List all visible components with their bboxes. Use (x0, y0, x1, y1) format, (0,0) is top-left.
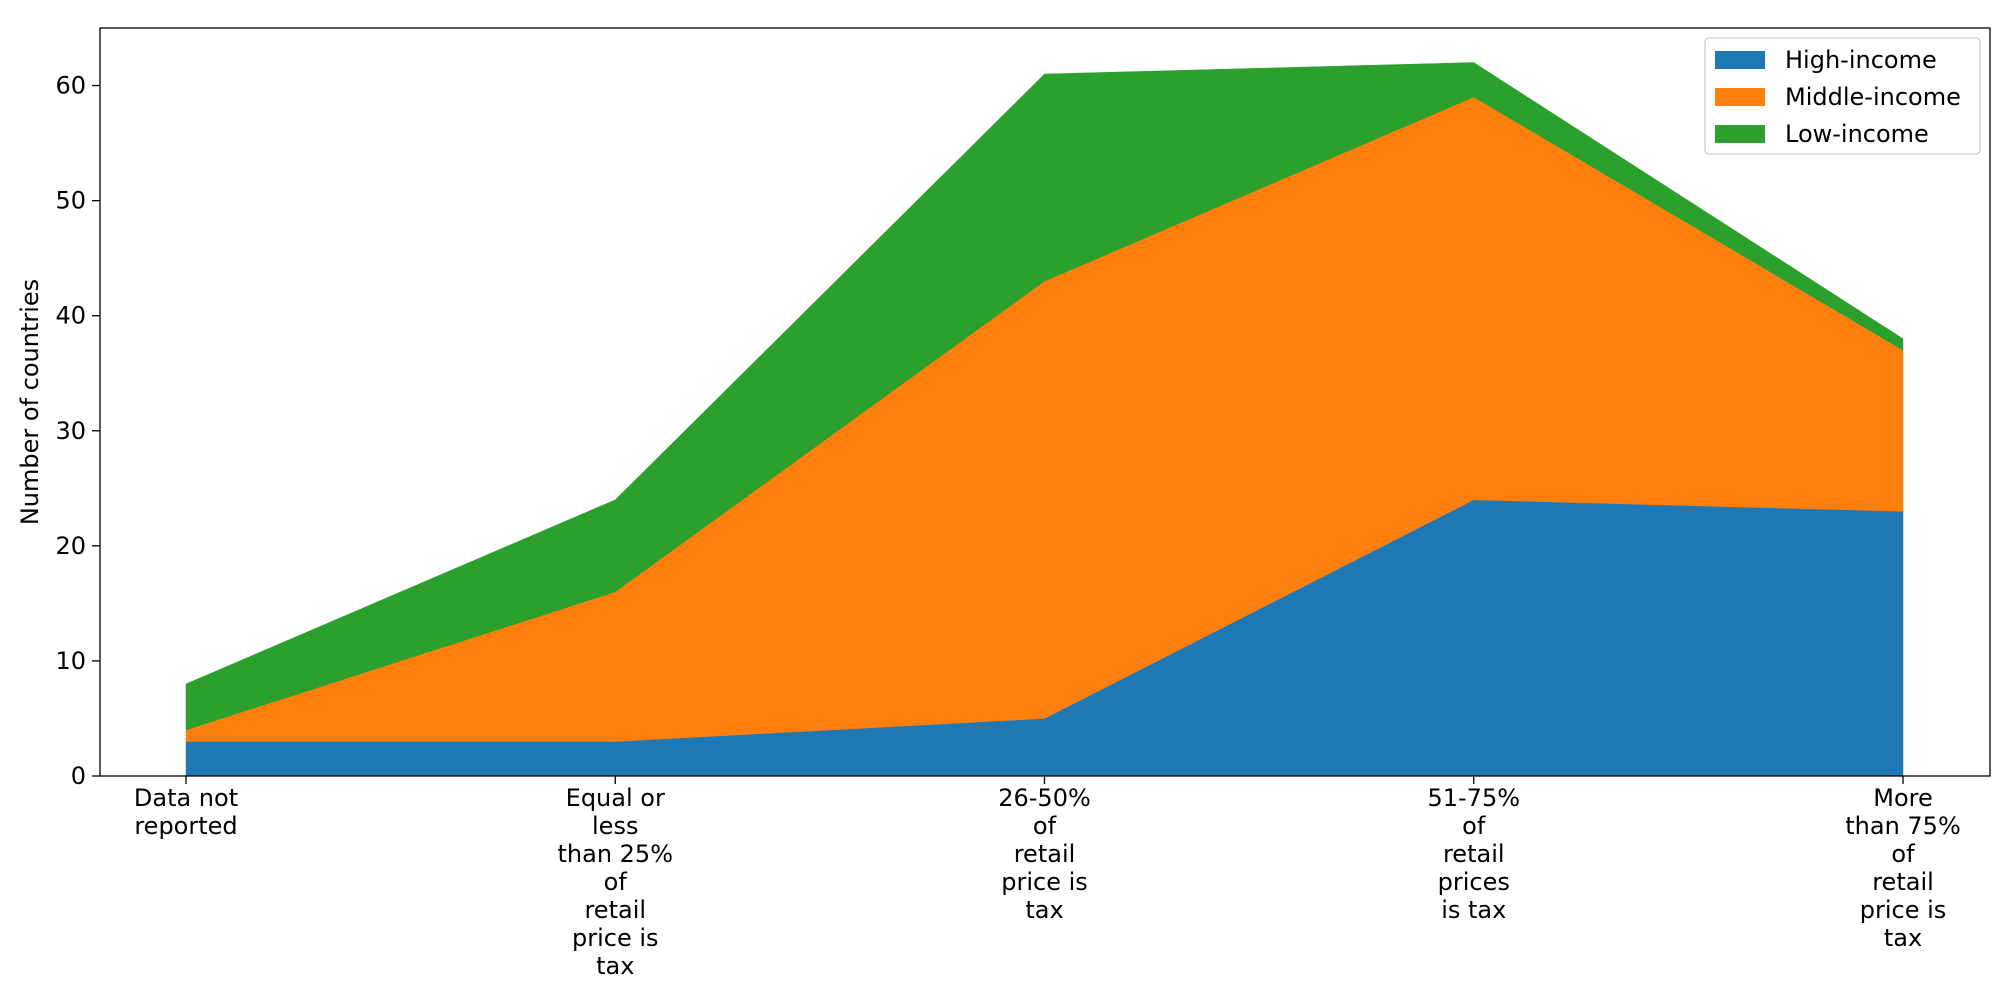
y-tick-label: 50 (55, 187, 86, 215)
x-axis: Data not reported Equal or less than 25% of re… (134, 776, 1961, 980)
x-tick-label: More than 75% of retail price is tax (1845, 784, 1961, 952)
legend-swatch-high-income (1715, 51, 1765, 69)
y-axis-title: Number of countries (16, 279, 44, 525)
legend: High-income Middle-income Low-income (1704, 37, 1981, 155)
y-tick-label: 20 (55, 532, 86, 560)
y-tick-label: 0 (71, 762, 86, 790)
y-tick-label: 40 (55, 302, 86, 330)
y-tick-label: 10 (55, 647, 86, 675)
y-tick-label: 60 (55, 72, 86, 100)
legend-label-middle-income: Middle-income (1785, 83, 1961, 111)
area-low-income (185, 62, 1904, 731)
y-axis: 0 10 20 30 40 50 60 (55, 72, 100, 790)
legend-label-high-income: High-income (1785, 46, 1937, 74)
x-tick-label: 51-75% of retail prices is tax (1427, 784, 1520, 924)
legend-swatch-middle-income (1715, 88, 1765, 106)
x-tick-label: Equal or less than 25% of retail price is tax (557, 784, 673, 980)
x-tick-label: 26-50% of retail price is tax (998, 784, 1091, 924)
legend-box (1704, 37, 1981, 155)
legend-swatch-low-income (1715, 125, 1765, 143)
y-tick-label: 30 (55, 417, 86, 445)
legend-label-low-income: Low-income (1785, 120, 1929, 148)
x-tick-label: Data not reported (134, 784, 238, 840)
